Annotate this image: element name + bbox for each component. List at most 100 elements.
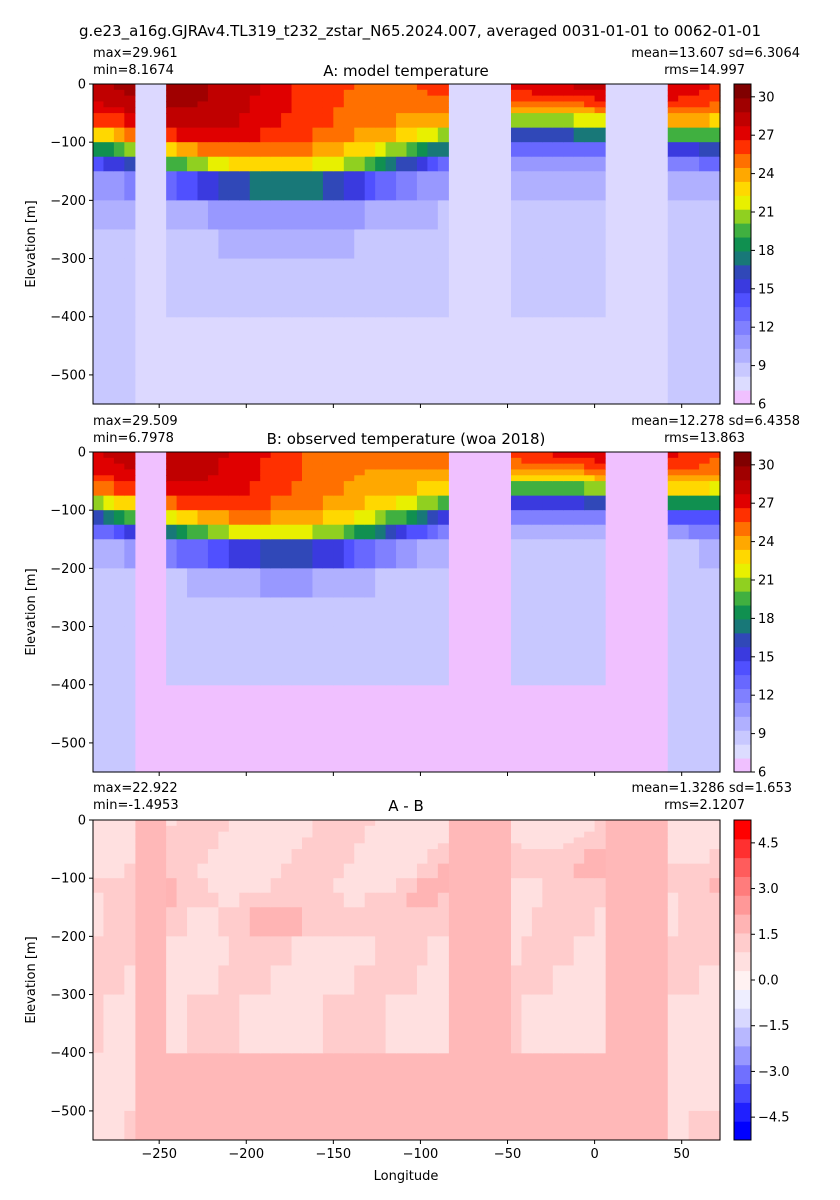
heatmap-cell (270, 878, 282, 894)
heatmap-cell (521, 837, 533, 844)
heatmap-cell (291, 892, 303, 908)
heatmap-cell (364, 475, 376, 482)
heatmap-cell (416, 994, 428, 1054)
heatmap-cell (667, 113, 679, 129)
heatmap-cell (166, 156, 178, 172)
heatmap-cell (552, 965, 564, 996)
heatmap-cell (364, 994, 376, 1054)
y-tick-label: −500 (50, 1104, 86, 1119)
heatmap-cell (218, 469, 230, 476)
heatmap-cell (594, 524, 606, 540)
heatmap-cell (93, 863, 105, 879)
heatmap-cell (249, 107, 261, 114)
heatmap-cell (584, 127, 596, 143)
heatmap-cell (197, 849, 209, 865)
heatmap-cell (427, 965, 439, 996)
heatmap-cell (437, 113, 449, 129)
colorbar-segment (734, 702, 751, 717)
heatmap-cell (124, 820, 136, 827)
heatmap-cell (375, 452, 387, 459)
heatmap-cell (688, 475, 700, 482)
heatmap-cell (385, 171, 397, 201)
heatmap-cell (437, 524, 449, 540)
heatmap-cell (218, 495, 230, 511)
heatmap-cell (124, 1110, 136, 1141)
heatmap-cell (678, 524, 690, 540)
heatmap-cell (688, 539, 700, 569)
heatmap-cell (678, 107, 690, 114)
heatmap-cell (218, 510, 230, 526)
heatmap-cell (542, 936, 554, 967)
heatmap-cell (699, 843, 711, 850)
heatmap-cell (207, 457, 219, 465)
heatmap-cell (249, 171, 261, 201)
colorbar-segment (734, 1064, 751, 1085)
heatmap-cell (103, 684, 115, 744)
heatmap-cell (437, 965, 449, 996)
heatmap-cell (678, 475, 690, 482)
heatmap-cell (218, 156, 230, 172)
heatmap-cell (113, 907, 125, 937)
heatmap-cell (228, 84, 240, 91)
heatmap-cell (281, 831, 293, 839)
heatmap-cell (218, 95, 230, 103)
heatmap-cell (197, 863, 209, 879)
heatmap-cell (437, 539, 449, 569)
heatmap-cell (124, 101, 136, 108)
heatmap-cell (364, 597, 376, 628)
heatmap-cell (103, 316, 115, 376)
heatmap-cell (584, 831, 596, 839)
heatmap-cell (521, 863, 533, 879)
heatmap-cell (563, 107, 575, 114)
heatmap-cell (406, 481, 418, 497)
heatmap-cell (678, 171, 690, 201)
heatmap-cell (385, 156, 397, 172)
heatmap-cell (521, 481, 533, 497)
heatmap-cell (302, 101, 314, 108)
heatmap-cell (113, 127, 125, 143)
heatmap-cell (176, 597, 188, 628)
heatmap-cell (260, 626, 272, 686)
colorbar-segment (734, 605, 751, 620)
heatmap-cell (166, 907, 178, 937)
heatmap-cell (406, 892, 418, 908)
heatmap-cell (270, 825, 282, 833)
heatmap-cell (113, 156, 125, 172)
heatmap-cell (228, 907, 240, 937)
heatmap-cell (531, 863, 543, 879)
heatmap-cell (521, 626, 533, 686)
heatmap-cell (187, 907, 199, 937)
colorbar-segment (734, 264, 751, 280)
heatmap-cell (396, 84, 408, 91)
heatmap-cell (239, 524, 251, 540)
heatmap-cell (375, 142, 387, 158)
heatmap-cell (322, 965, 334, 996)
heatmap-cell (113, 843, 125, 850)
heatmap-cell (270, 84, 282, 91)
heatmap-cell (113, 825, 125, 833)
heatmap-cell (113, 597, 125, 628)
heatmap-cell (207, 495, 219, 511)
colorbar-segment (734, 730, 751, 745)
heatmap-cell (312, 127, 324, 143)
heatmap-cell (218, 820, 230, 827)
panel-c-xlabel: Longitude (374, 1169, 439, 1184)
heatmap-cell (333, 113, 345, 129)
heatmap-cell (354, 84, 366, 91)
heatmap-cell (667, 863, 679, 879)
heatmap-cell (281, 597, 293, 628)
heatmap-cell (124, 510, 136, 526)
heatmap-cell (521, 510, 533, 526)
heatmap-cell (531, 101, 543, 108)
heatmap-cell (281, 200, 293, 231)
heatmap-cell (511, 495, 523, 511)
heatmap-cell (312, 878, 324, 894)
heatmap-cell (427, 200, 439, 231)
heatmap-cell (281, 463, 293, 471)
heatmap-cell (406, 837, 418, 844)
heatmap-cell (291, 107, 303, 114)
heatmap-cell (437, 171, 449, 201)
heatmap-cell (124, 89, 136, 97)
heatmap-cell (511, 127, 523, 143)
heatmap-cell (688, 825, 700, 833)
